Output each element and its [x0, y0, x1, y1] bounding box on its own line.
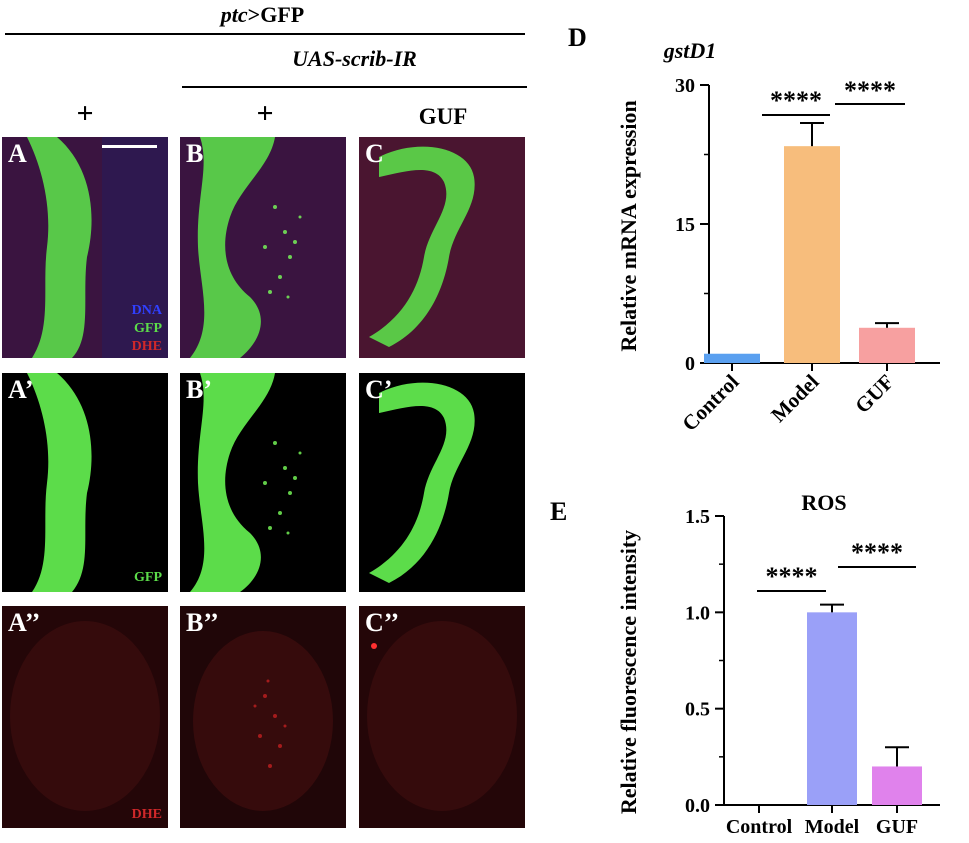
chart-e-letter: E — [550, 497, 567, 526]
panel-label-b: B — [186, 139, 204, 168]
chart-e-xtick-label: Model — [805, 816, 860, 838]
bar-charts: D gstD1 Relative mRNA expression 0 15 30 Co… — [550, 23, 940, 838]
panel-c-image — [359, 137, 525, 358]
chart-e-ytick-label: 1.5 — [685, 506, 710, 528]
chart-d-xtick-label: Model — [766, 369, 824, 427]
col-label-c: GUF — [418, 104, 468, 129]
panel-label-c-double-prime: C’’ — [365, 608, 400, 637]
panel-c: C — [359, 137, 525, 358]
chart-e-title: ROS — [801, 490, 846, 515]
panel-label-a-prime: A’ — [8, 375, 34, 404]
ptc-italic: ptc — [220, 2, 248, 27]
chart-d-bar-guf — [859, 327, 915, 363]
panel-b-double-prime-image — [180, 606, 346, 828]
panel-c-double-prime: C’’ — [359, 606, 525, 828]
panel-b-prime-image — [180, 373, 346, 592]
chart-e-ytick-label: 0.5 — [685, 699, 710, 721]
panel-b-double-prime: B’’ — [180, 606, 346, 828]
channel-dhe-label: DHE — [131, 339, 162, 354]
chart-e-xtick-label: Control — [726, 816, 793, 838]
chart-d-letter: D — [568, 23, 587, 52]
panel-label-b-prime: B’ — [186, 375, 212, 404]
panel-b: B — [180, 137, 346, 358]
chart-e-sig-label: **** — [851, 538, 903, 567]
scale-bar — [102, 145, 157, 148]
panel-label-b-double-prime: B’’ — [186, 608, 219, 637]
chart-e-bar-model — [807, 612, 857, 805]
panel-c-prime-image — [359, 373, 525, 592]
ptc-rest: >GFP — [247, 2, 305, 27]
uas-rule — [182, 86, 527, 88]
panel-a-image — [2, 137, 168, 358]
panel-b-prime: B’ — [180, 373, 346, 592]
channel-dna-label: DNA — [131, 303, 162, 318]
chart-d-bar-model — [784, 146, 840, 363]
chart-d-sig-label: **** — [844, 76, 896, 105]
chart-e: E ROS Relative fluorescence intensity 0.… — [550, 490, 940, 838]
channel-dhe-label-2: DHE — [131, 807, 162, 822]
chart-d-ytick-label: 15 — [675, 214, 695, 236]
panel-label-c: C — [365, 139, 384, 168]
channel-gfp-label: GFP — [134, 321, 162, 336]
ptc-rule — [5, 33, 525, 35]
chart-d-title: gstD1 — [663, 38, 717, 63]
panel-c-prime: C’ — [359, 373, 525, 592]
panel-a-double-prime: A’’ DHE — [2, 606, 168, 828]
chart-d-bar-control — [704, 353, 760, 363]
col-label-b: + — [256, 97, 274, 130]
col-label-a: + — [76, 97, 94, 130]
channel-gfp-label-2: GFP — [134, 570, 162, 585]
chart-e-ytick-label: 1.0 — [685, 602, 710, 624]
chart-d-xtick-label: Control — [677, 369, 743, 435]
chart-d-xtick-label: GUF — [850, 370, 898, 418]
ptc-gfp-header: ptc>GFP — [0, 2, 525, 28]
panel-a-prime-image — [2, 373, 168, 592]
chart-d-ylabel: Relative mRNA expression — [616, 100, 641, 351]
panel-a: A DNA GFP DHE — [2, 137, 168, 358]
chart-e-bar-guf — [872, 766, 922, 805]
panel-a-double-prime-image — [2, 606, 168, 828]
panel-label-a-double-prime: A’’ — [8, 608, 41, 637]
chart-d-ytick-label: 30 — [675, 75, 695, 97]
panel-b-image — [180, 137, 346, 358]
chart-e-sig-label: **** — [766, 562, 818, 591]
chart-d-sig-label: **** — [770, 86, 822, 115]
panel-label-a: A — [8, 139, 27, 168]
uas-header: UAS-scrib-IR — [182, 46, 527, 72]
panel-c-double-prime-image — [359, 606, 525, 828]
chart-e-xtick-label: GUF — [876, 816, 918, 838]
chart-d: D gstD1 Relative mRNA expression 0 15 30 Co… — [568, 23, 940, 436]
panel-label-c-prime: C’ — [365, 375, 393, 404]
chart-e-ylabel: Relative fluorescence intensity — [616, 530, 641, 814]
chart-e-ytick-label: 0.0 — [685, 795, 710, 817]
uas-italic: UAS-scrib-IR — [292, 46, 417, 71]
panel-a-prime: A’ GFP — [2, 373, 168, 592]
chart-d-ytick-label: 0 — [685, 353, 695, 375]
